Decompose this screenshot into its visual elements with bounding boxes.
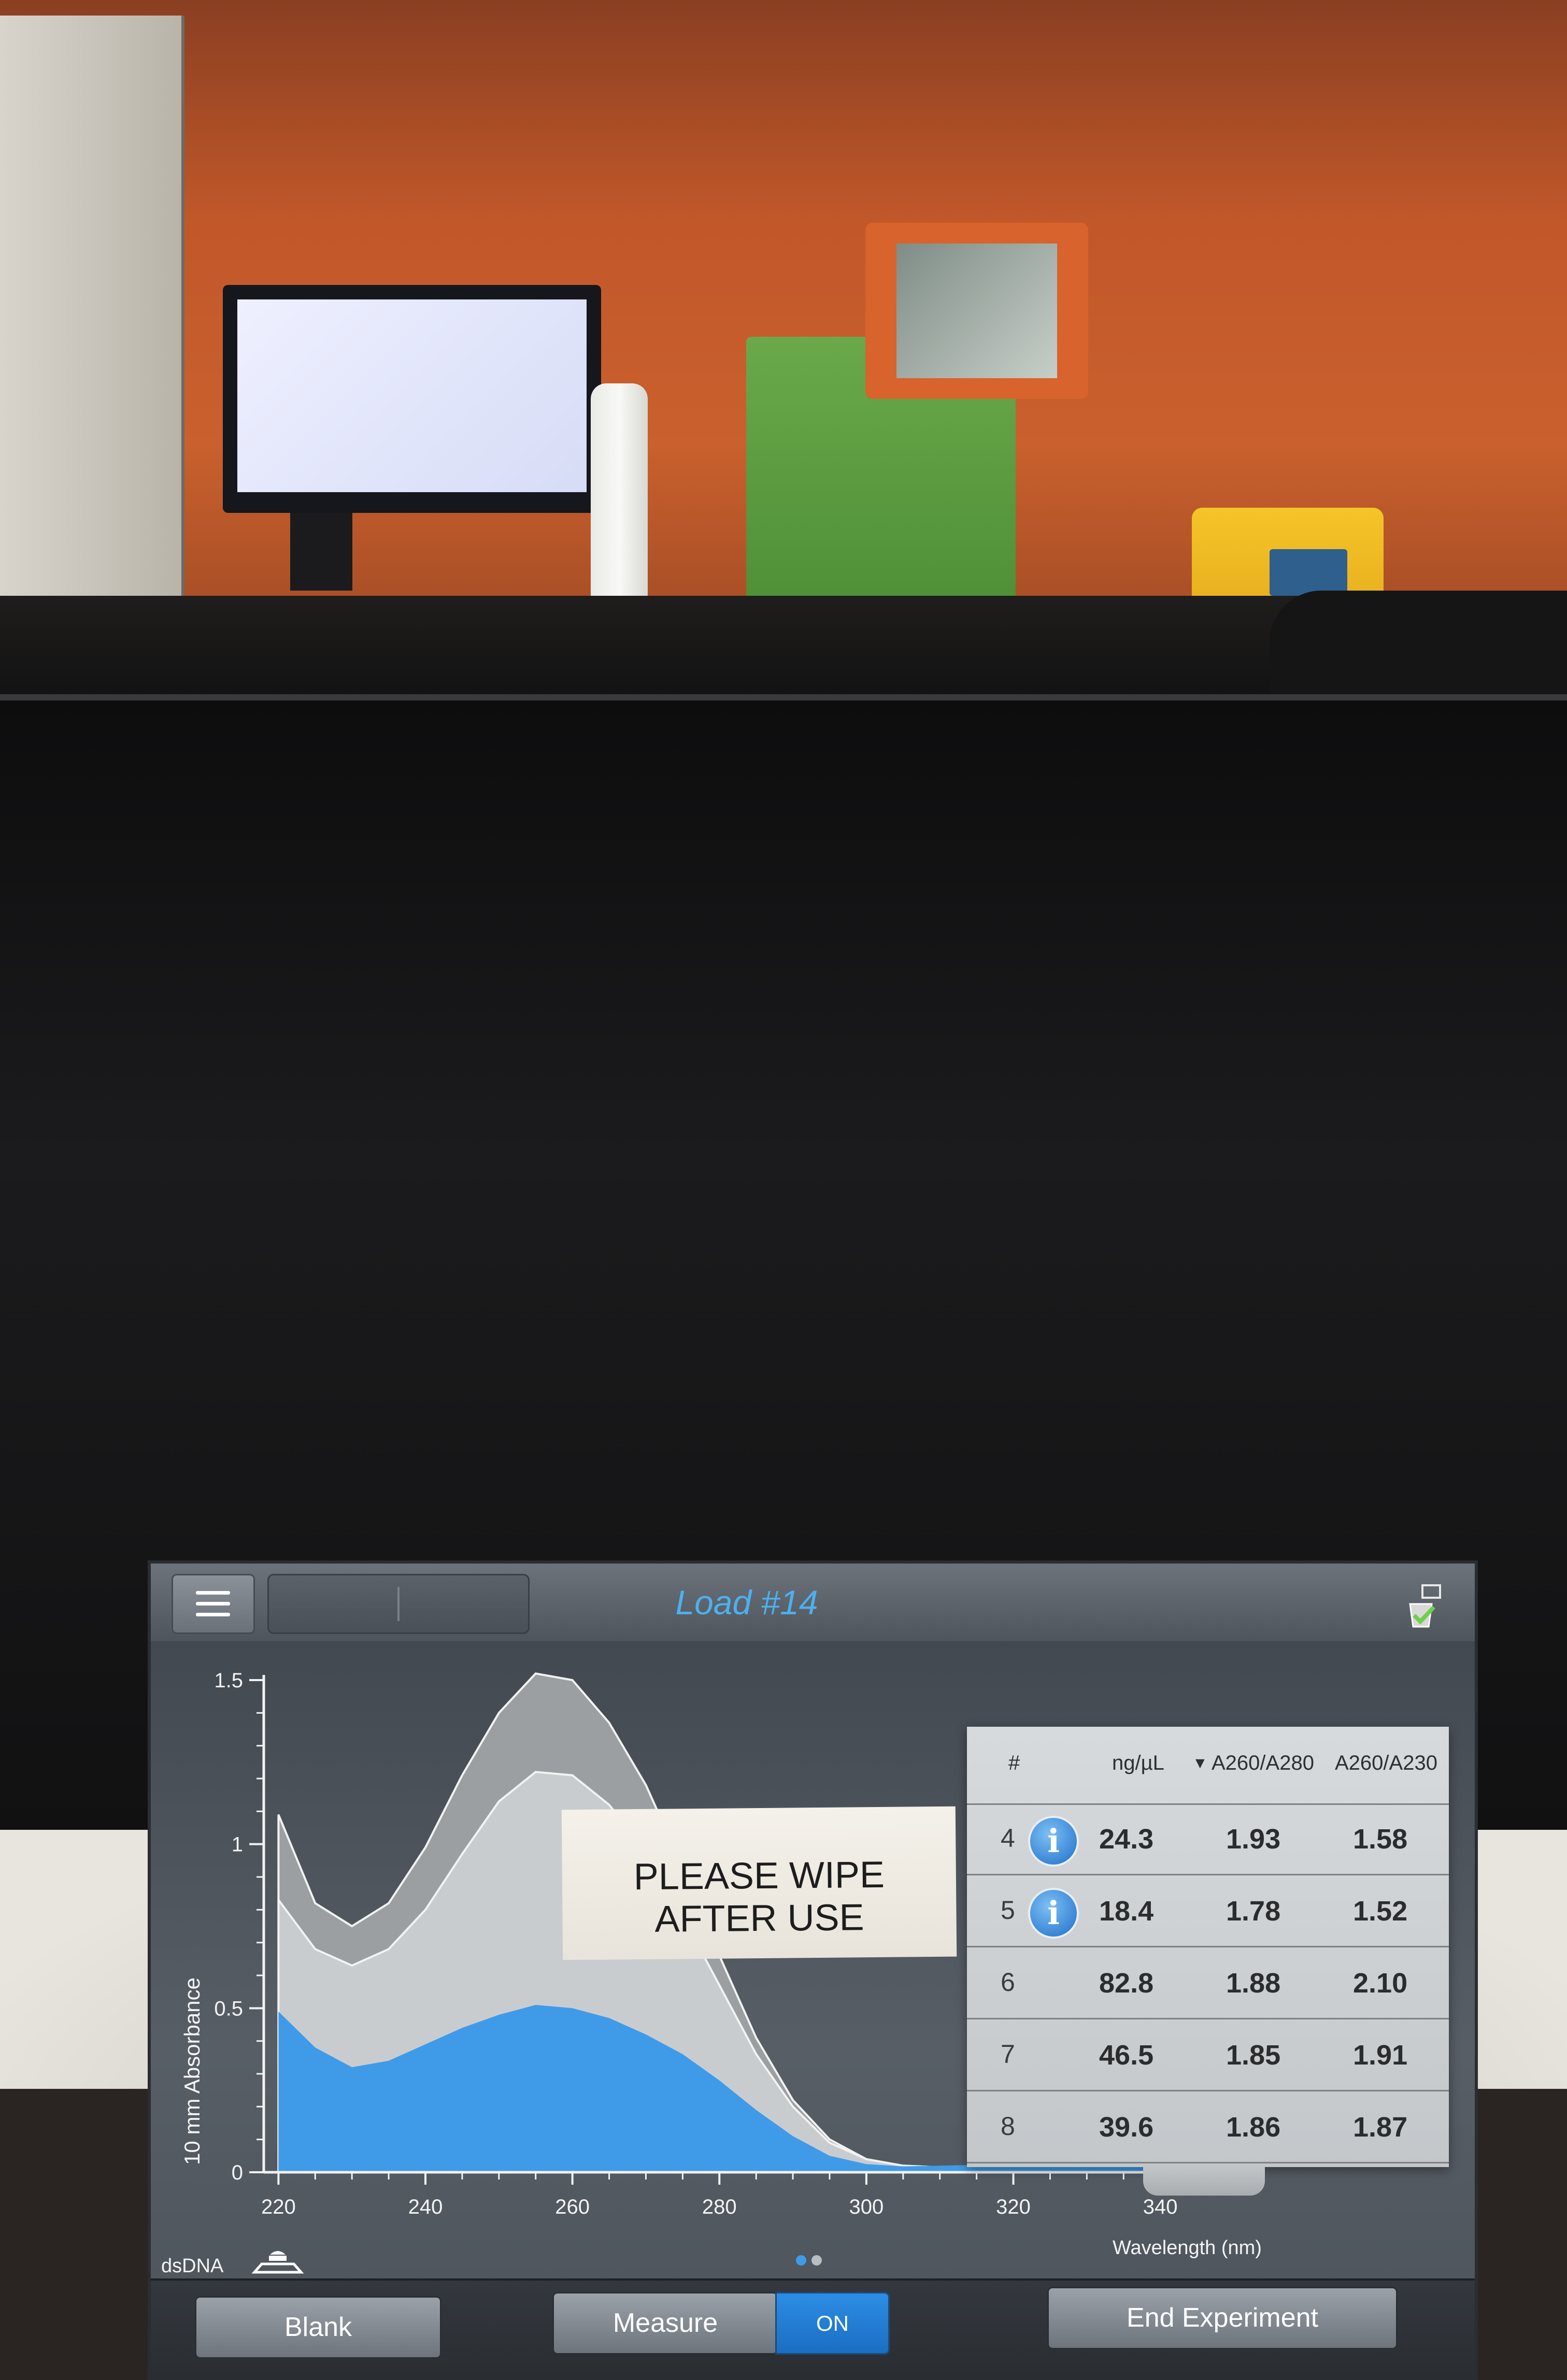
sample-number: 7 [1001, 2040, 1015, 2069]
export-icon-cup [1409, 1603, 1433, 1628]
touch-screen: Load #14 0 0.5 1 1.5 220 240 260 280 300 320 340 1… [148, 1560, 1478, 2380]
table-row[interactable]: 4 i 24.3 1.93 1.58 [967, 1803, 1449, 1875]
yellow-device-screen [1270, 549, 1347, 596]
sample-number: 8 [1001, 2112, 1015, 2141]
pedestal-icon [251, 2251, 304, 2274]
y-tick-label: 1.5 [214, 1669, 243, 1692]
orange-display-screen [896, 243, 1057, 378]
x-tick-label: 240 [408, 2196, 443, 2218]
bottom-bar: Blank Measure ON End Experiment [151, 2278, 1475, 2379]
page-dot[interactable] [811, 2255, 822, 2266]
table-row[interactable]: 6 82.8 1.88 2.10 [967, 1947, 1449, 2019]
load-title: Load #14 [675, 1583, 818, 1622]
x-tick-label: 340 [1143, 2196, 1178, 2218]
concentration-value: 46.5 [1099, 2040, 1154, 2071]
tab-strip[interactable] [267, 1574, 530, 1634]
a260-a280-value: 1.78 [1226, 1896, 1281, 1927]
concentration-value: 24.3 [1099, 1824, 1154, 1855]
a260-a280-value: 1.88 [1226, 1968, 1281, 1999]
menu-button[interactable] [172, 1574, 255, 1634]
y-tick-label: 0 [232, 2161, 243, 2184]
y-tick-label: 0.5 [214, 1997, 243, 2020]
x-axis-label: Wavelength (nm) [1113, 2237, 1262, 2259]
a260-a280-value: 1.93 [1226, 1824, 1281, 1855]
a260-a280-value: 1.85 [1226, 2040, 1281, 2071]
sample-number: 5 [1001, 1896, 1015, 1925]
results-header: # ng/µL ▼ A260/A280 A260/A230 [967, 1727, 1449, 1805]
export-check-icon[interactable] [1405, 1583, 1446, 1630]
results-table[interactable]: # ng/µL ▼ A260/A280 A260/A230 4 i 24.3 1.93… [967, 1727, 1449, 2167]
desktop-monitor-screen [237, 299, 587, 492]
lab-instrument-left [0, 16, 184, 611]
hamburger-icon [196, 1591, 230, 1617]
orange-display-device [865, 223, 1088, 399]
top-bar: Load #14 [151, 1564, 1475, 1641]
info-icon[interactable]: i [1028, 1888, 1079, 1939]
x-tick-label: 260 [555, 2196, 590, 2218]
page-indicator[interactable] [796, 2255, 827, 2268]
a260-a280-value: 1.86 [1226, 2112, 1281, 2143]
a260-a230-value: 1.91 [1353, 2040, 1408, 2071]
absorbance-chart: 0 0.5 1 1.5 220 240 260 280 300 320 340 10 mm Abso… [151, 1641, 1475, 2278]
end-experiment-button[interactable]: End Experiment [1047, 2287, 1398, 2349]
wipe-sticker: PLEASE WIPE AFTER USE [561, 1806, 957, 1960]
measure-button[interactable]: Measure [552, 2292, 778, 2355]
table-row[interactable]: 7 46.5 1.85 1.91 [967, 2019, 1449, 2091]
header-a260-a230: A260/A230 [1335, 1752, 1437, 1774]
y-axis-label: 10 mm Absorbance [180, 1977, 204, 2165]
sort-arrow-icon[interactable]: ▼ [1192, 1755, 1208, 1772]
auto-measure-toggle[interactable]: ON [775, 2292, 890, 2355]
header-a260-a280: A260/A280 [1212, 1752, 1314, 1774]
results-drawer-handle[interactable] [1143, 2164, 1265, 2196]
x-tick-label: 320 [996, 2196, 1031, 2218]
export-icon-check [1413, 1605, 1435, 1625]
concentration-value: 82.8 [1099, 1968, 1154, 1999]
info-icon[interactable]: i [1028, 1816, 1079, 1867]
desktop-monitor [223, 285, 601, 513]
table-row[interactable]: 8 39.6 1.86 1.87 [967, 2091, 1449, 2163]
a260-a230-value: 1.52 [1353, 1896, 1408, 1927]
a260-a230-value: 1.58 [1353, 1824, 1408, 1855]
sample-number: 4 [1001, 1824, 1015, 1853]
tab-divider [397, 1587, 400, 1621]
x-tick-label: 220 [261, 2196, 296, 2218]
x-tick-label: 300 [849, 2196, 884, 2218]
a260-a230-value: 1.87 [1353, 2112, 1408, 2143]
page-dot-active[interactable] [796, 2255, 806, 2266]
assay-type-label: dsDNA [161, 2255, 224, 2277]
blank-button[interactable]: Blank [195, 2296, 441, 2359]
spray-bottle [591, 383, 648, 601]
concentration-value: 18.4 [1099, 1896, 1154, 1927]
x-tick-label: 280 [702, 2196, 737, 2218]
instrument-bezel: Load #14 0 0.5 1 1.5 220 240 260 280 300 320 340 1… [0, 694, 1567, 2380]
export-icon-flag [1421, 1584, 1441, 1599]
table-row[interactable]: 5 i 18.4 1.78 1.52 [967, 1875, 1449, 1947]
monitor-stand [290, 513, 352, 591]
header-concentration[interactable]: ng/µL [1112, 1752, 1164, 1774]
sticker-text: PLEASE WIPE AFTER USE [633, 1854, 885, 1940]
sample-number: 6 [1001, 1968, 1015, 1997]
concentration-value: 39.6 [1099, 2112, 1154, 2143]
a260-a230-value: 2.10 [1353, 1968, 1408, 1999]
header-sample-number: # [1008, 1752, 1020, 1774]
y-tick-label: 1 [232, 1833, 243, 1856]
